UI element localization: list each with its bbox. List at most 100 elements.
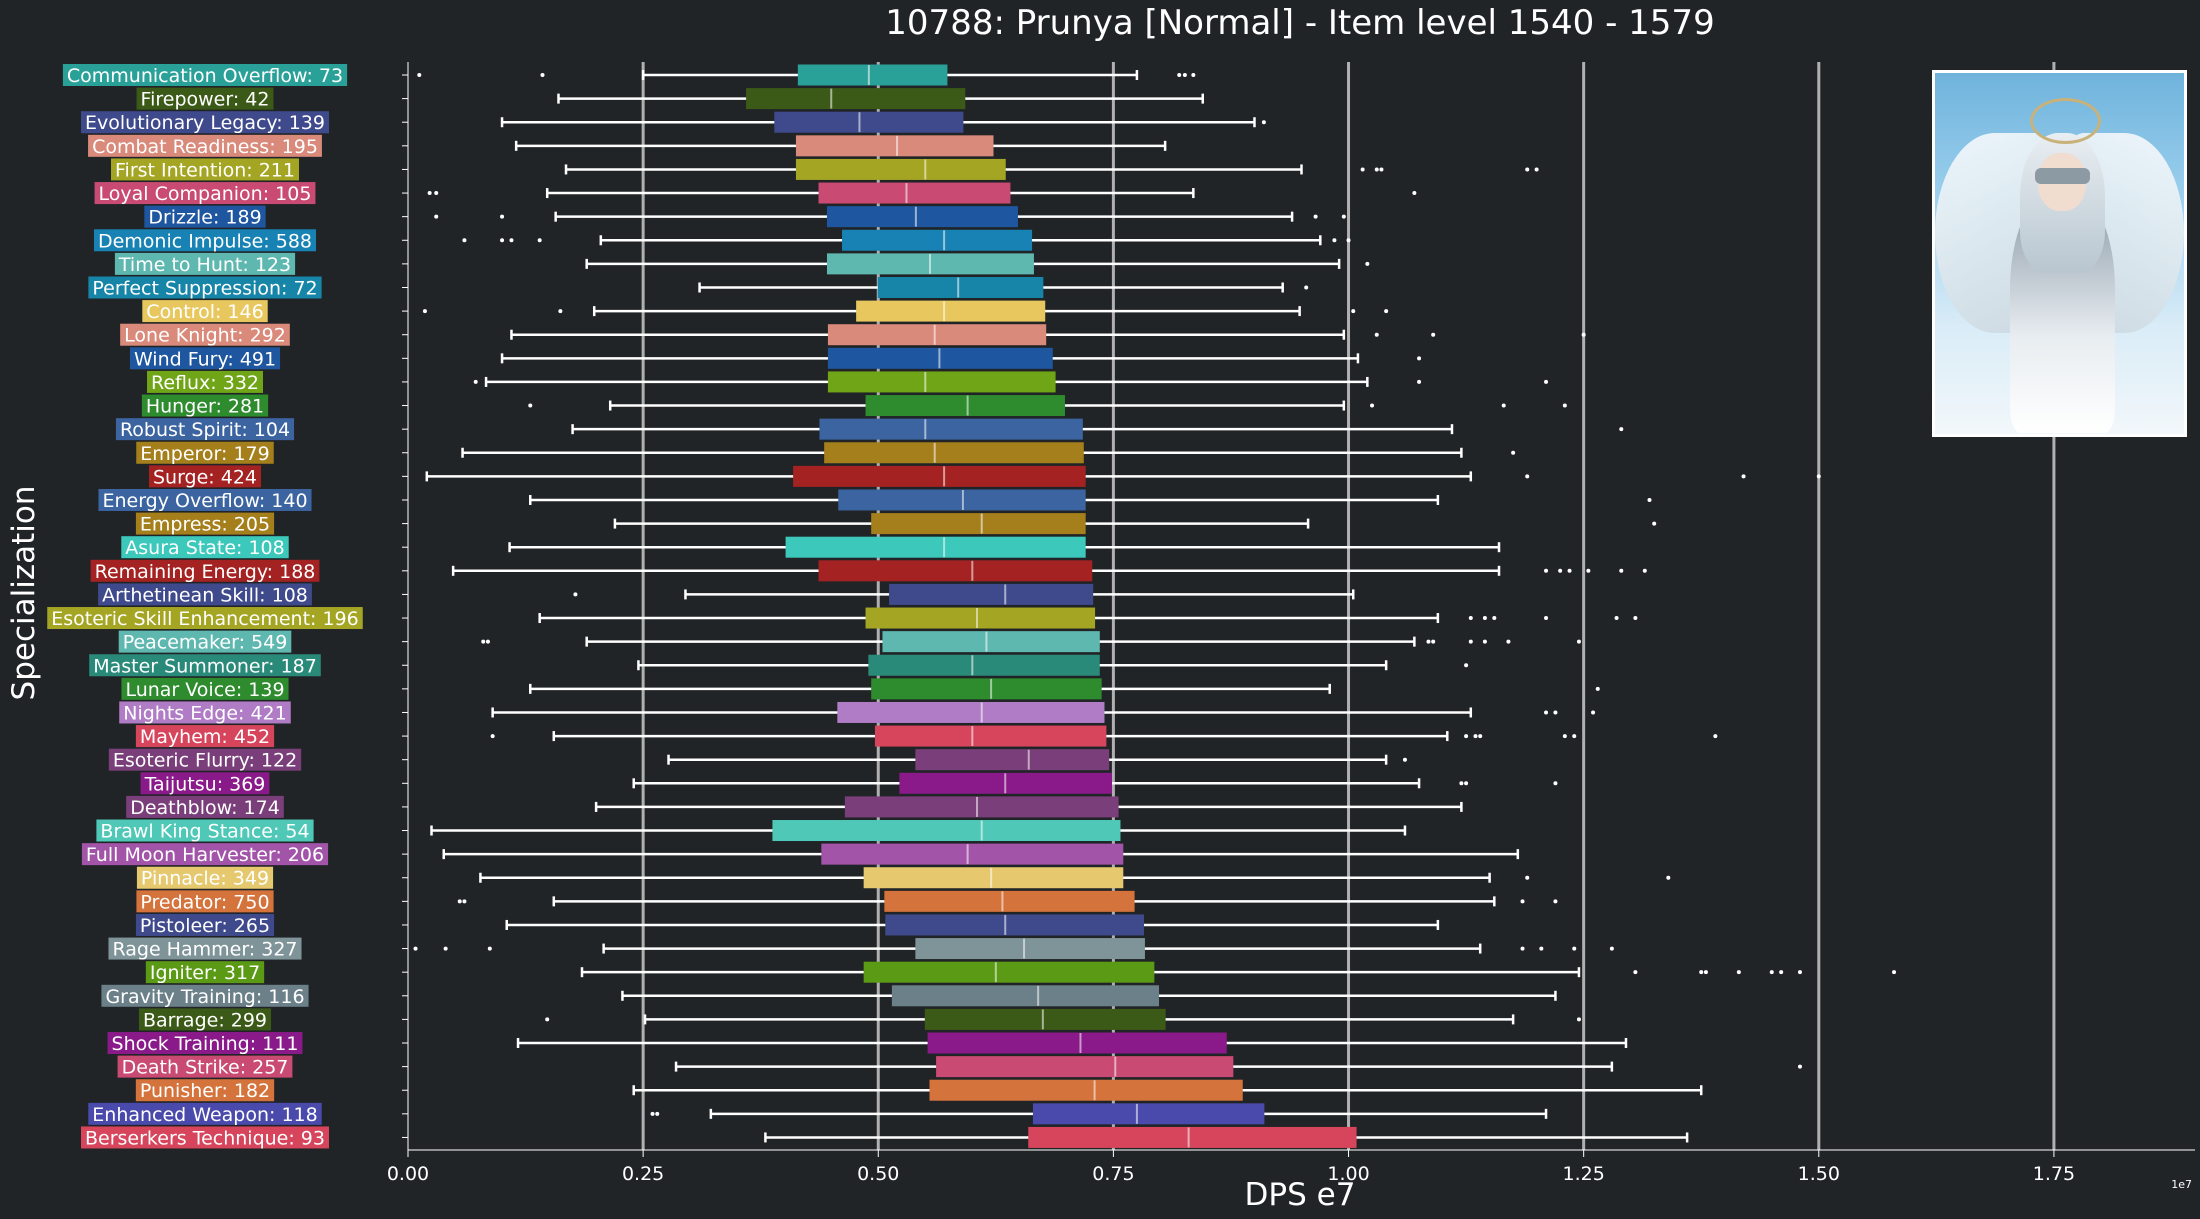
y-tick-label-bg xyxy=(96,819,314,842)
y-tick-label-39: Gravity Training: 116 xyxy=(101,984,309,1008)
y-tick-label-16: Emperor: 179 xyxy=(136,441,274,465)
outlier-point xyxy=(1736,970,1741,975)
y-tick-label-text: Nights Edge: 421 xyxy=(123,702,287,724)
outlier-point xyxy=(1619,568,1624,573)
outlier-point xyxy=(1478,734,1483,739)
box-5 xyxy=(427,182,1417,204)
box-iqr xyxy=(827,324,1047,346)
figure-halo xyxy=(2030,98,2101,144)
outlier-point xyxy=(490,734,495,739)
y-tick-label-14: Hunger: 281 xyxy=(141,394,269,418)
y-tick-label-text: Rage Hammer: 327 xyxy=(112,939,297,961)
y-tick-label-bg xyxy=(98,583,312,606)
box-40 xyxy=(545,1008,1581,1030)
outlier-point xyxy=(1365,261,1370,266)
outlier-point xyxy=(1402,757,1407,762)
outlier-point xyxy=(1614,616,1619,621)
x-tick-label: 1.50 xyxy=(1798,1163,1840,1185)
outlier-point xyxy=(1567,568,1572,573)
outlier-point xyxy=(462,238,467,243)
box-iqr xyxy=(818,560,1093,582)
box-29 xyxy=(667,749,1407,771)
outlier-point xyxy=(434,191,439,196)
y-tick-label-41: Shock Training: 111 xyxy=(107,1032,303,1055)
box-iqr xyxy=(826,206,1018,228)
outlier-point xyxy=(1892,970,1897,975)
y-tick-label-bg xyxy=(135,725,275,748)
box-24 xyxy=(481,631,1581,653)
box-32 xyxy=(430,820,1407,842)
y-tick-label-text: Communication Overflow: 73 xyxy=(67,65,343,87)
outlier-point xyxy=(1374,167,1379,172)
x-tick-label: 0.00 xyxy=(387,1163,429,1185)
outlier-point xyxy=(1816,474,1821,479)
box-iqr xyxy=(793,465,1086,487)
x-tick-label: 0.25 xyxy=(622,1163,664,1185)
outlier-point xyxy=(545,1017,550,1022)
box-2 xyxy=(500,111,1266,133)
y-tick-label-bg xyxy=(117,1055,293,1078)
outlier-point xyxy=(1769,970,1774,975)
box-44 xyxy=(650,1103,1548,1125)
box-iqr xyxy=(797,64,948,86)
outlier-point xyxy=(500,214,505,219)
outlier-point xyxy=(485,639,490,644)
outlier-point xyxy=(1506,639,1511,644)
outlier-point xyxy=(427,191,432,196)
y-tick-label-text: Time to Hunt: 123 xyxy=(118,254,291,276)
y-tick-label-1: Firepower: 42 xyxy=(136,87,274,111)
y-tick-label-bg xyxy=(135,913,275,936)
y-tick-label-text: Master Summoner: 187 xyxy=(93,655,317,677)
outlier-point xyxy=(1553,781,1558,786)
y-tick-label-bg xyxy=(62,64,348,86)
y-tick-label-text: Firepower: 42 xyxy=(141,89,270,111)
outlier-point xyxy=(473,379,478,384)
box-iqr xyxy=(844,796,1119,818)
y-tick-label-12: Wind Fury: 491 xyxy=(129,347,281,370)
y-tick-label-bg xyxy=(94,182,316,205)
outlier-point xyxy=(1313,214,1318,219)
y-tick-label-bg xyxy=(138,1008,272,1031)
y-tick-label-text: Shock Training: 111 xyxy=(112,1033,299,1055)
y-tick-label-bg xyxy=(147,370,263,393)
outlier-point xyxy=(1431,332,1436,337)
y-tick-label-text: Barrage: 299 xyxy=(143,1009,267,1031)
y-tick-label-bg xyxy=(140,772,270,795)
outlier-point xyxy=(1609,946,1614,951)
y-tick-label-bg xyxy=(107,1032,303,1055)
y-tick-label-27: Nights Edge: 421 xyxy=(119,701,291,724)
outlier-point xyxy=(537,238,542,243)
figure-mask xyxy=(2035,168,2090,184)
outlier-point xyxy=(1459,781,1464,786)
y-tick-label-bg xyxy=(136,866,274,889)
outlier-point xyxy=(1412,191,1417,196)
y-tick-label-bg xyxy=(118,630,292,653)
y-tick-label-bg xyxy=(135,1079,275,1102)
box-iqr xyxy=(865,607,1096,629)
outlier-point xyxy=(1431,639,1436,644)
y-tick-label-text: Control: 146 xyxy=(146,301,263,323)
y-tick-label-bg xyxy=(115,418,295,441)
box-iqr xyxy=(785,536,1086,558)
outlier-point xyxy=(1633,970,1638,975)
box-iqr xyxy=(891,985,1160,1007)
box-34 xyxy=(479,867,1671,889)
outlier-point xyxy=(462,899,467,904)
outlier-point xyxy=(528,403,533,408)
y-tick-label-text: Lunar Voice: 139 xyxy=(125,679,284,701)
outlier-point xyxy=(1633,616,1638,621)
outlier-point xyxy=(1539,946,1544,951)
outlier-point xyxy=(1619,427,1624,432)
box-10 xyxy=(422,300,1389,322)
y-tick-label-text: Remaining Energy: 188 xyxy=(95,561,316,583)
outlier-point xyxy=(1417,356,1422,361)
y-tick-label-bg xyxy=(108,937,302,960)
outlier-point xyxy=(1501,403,1506,408)
box-iqr xyxy=(915,749,1110,771)
y-tick-label-3: Combat Readiness: 195 xyxy=(88,134,322,158)
y-tick-label-text: Emperor: 179 xyxy=(140,443,269,465)
box-23 xyxy=(538,607,1638,629)
box-42 xyxy=(674,1056,1802,1078)
y-tick-label-bg xyxy=(108,748,302,771)
